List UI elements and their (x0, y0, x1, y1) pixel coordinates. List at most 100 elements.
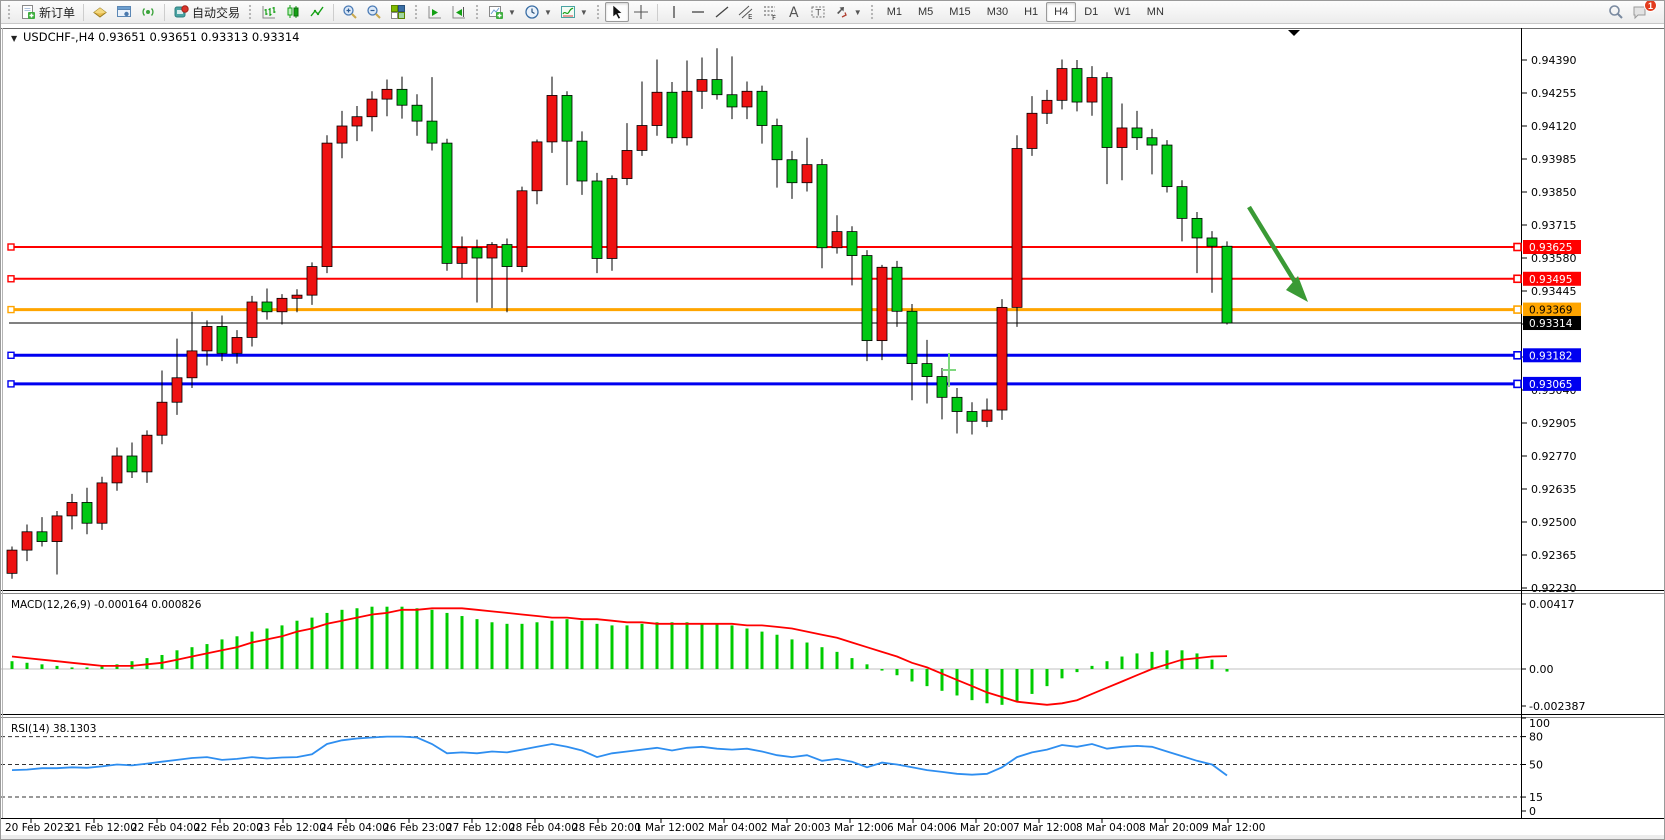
candle (906, 310, 918, 364)
arrows-button[interactable]: ▼ (830, 2, 866, 22)
macd-bar (625, 625, 629, 669)
crosshair-button[interactable] (629, 2, 653, 22)
macd-bar (310, 617, 314, 669)
tile-windows-icon (391, 5, 406, 19)
macd-bar (805, 642, 809, 669)
zoom-out-button[interactable] (362, 2, 386, 22)
text-button[interactable]: A (782, 2, 806, 22)
line-handle[interactable] (7, 305, 15, 314)
macd-bar (220, 639, 224, 669)
tab-timeframe-h4[interactable]: H4 (1046, 2, 1077, 22)
candle (471, 247, 483, 259)
toolbar-grip[interactable] (248, 4, 254, 20)
candle (876, 266, 888, 342)
candle (156, 401, 168, 436)
toolbar-grip[interactable] (475, 4, 481, 20)
toolbar-separator (656, 3, 658, 21)
chart-shift-marker[interactable] (1288, 30, 1300, 36)
candle (231, 337, 243, 354)
entry-plus-marker[interactable] (942, 353, 956, 387)
trendline-button[interactable] (710, 2, 734, 22)
candle (201, 326, 213, 352)
macd-bar (1135, 653, 1139, 669)
toolbar-grip[interactable] (414, 4, 420, 20)
candle (6, 549, 18, 574)
notifications-button[interactable]: 1 (1628, 1, 1657, 22)
new-order-button[interactable]: 新订单 (16, 2, 79, 22)
candle (96, 482, 108, 524)
macd-bar (1045, 669, 1049, 687)
tile-windows-button[interactable] (386, 2, 410, 22)
indicators-button[interactable]: ▼ (556, 2, 592, 22)
horizontal-line-button[interactable] (686, 2, 710, 22)
toolbar-grip[interactable] (869, 4, 875, 20)
macd-bar (580, 620, 584, 669)
macd-bar (25, 662, 29, 669)
text-label-icon: T (811, 6, 825, 19)
line-chart-button[interactable] (305, 2, 329, 22)
cursor-button[interactable] (604, 2, 629, 22)
zoom-in-button[interactable] (338, 2, 362, 22)
time-tick-label: 22 Feb 04:00 (131, 822, 200, 834)
market-watch-button[interactable] (112, 2, 136, 22)
search-button[interactable] (1604, 2, 1628, 22)
candle (396, 88, 408, 106)
macd-bar (955, 669, 959, 696)
line-handle[interactable] (7, 351, 15, 359)
line-chart-icon (310, 6, 324, 17)
tab-timeframe-m1[interactable]: M1 (886, 6, 902, 18)
fibonacci-button[interactable]: F (758, 2, 782, 22)
history-center-button[interactable] (88, 2, 112, 22)
tab-timeframe-mn[interactable]: MN (1146, 6, 1164, 18)
rsi-tick-label: 0 (1529, 805, 1536, 818)
candle (981, 409, 993, 422)
price-tick-label: 0.94390 (1531, 54, 1577, 67)
time-tick-label: 6 Mar 20:00 (950, 822, 1013, 834)
tab-timeframe-m5[interactable]: M5 (918, 6, 934, 18)
candle (276, 297, 288, 313)
candle (801, 164, 813, 184)
candle (546, 95, 558, 143)
candlestick-chart-icon (287, 5, 299, 18)
signals-button[interactable] (136, 2, 160, 22)
macd-axis[interactable]: 0.00417 0.00 -0.002387 (1521, 598, 1585, 713)
macd-bar (865, 664, 869, 669)
period-button[interactable]: ▼ (520, 2, 556, 22)
price-chart-svg[interactable]: ▼ USDCHF-,H4 0.93651 0.93651 0.93313 0.93… (1, 24, 1665, 840)
macd-bar (100, 665, 104, 669)
macd-bar (1060, 669, 1064, 679)
tab-timeframe-w1[interactable]: W1 (1114, 6, 1131, 18)
toolbar-grip[interactable] (595, 4, 601, 20)
svg-text:0.93495: 0.93495 (1529, 274, 1572, 286)
tab-timeframe-h1[interactable]: H1 (1024, 6, 1039, 18)
line-handle[interactable] (7, 243, 15, 251)
auto-scroll-button[interactable] (423, 2, 447, 22)
macd-bar (670, 622, 674, 669)
text-icon: A (789, 5, 799, 20)
channel-button[interactable]: E (734, 2, 758, 22)
new-chart-button[interactable]: ▼ (484, 2, 520, 22)
candle (531, 141, 543, 192)
macd-bar (1150, 651, 1154, 669)
chart-shift-button[interactable] (447, 2, 471, 22)
line-handle[interactable] (7, 275, 15, 283)
bar-chart-button[interactable] (257, 2, 281, 22)
text-label-button[interactable]: T (806, 2, 830, 22)
candle (1026, 112, 1038, 149)
new-order-icon (22, 5, 35, 19)
tab-timeframe-d1[interactable]: D1 (1084, 6, 1099, 18)
tab-timeframe-m30[interactable]: M30 (986, 6, 1009, 18)
vertical-line-button[interactable] (662, 2, 686, 22)
candlestick-chart-button[interactable] (281, 2, 305, 22)
tab-timeframe-m15[interactable]: M15 (949, 6, 971, 18)
candle (21, 531, 33, 551)
chart-window[interactable]: ▼ USDCHF-,H4 0.93651 0.93651 0.93313 0.93… (1, 24, 1665, 840)
autotrade-button[interactable]: 自动交易 (169, 2, 244, 22)
line-handle[interactable] (7, 380, 15, 388)
toolbar-grip[interactable] (7, 4, 12, 20)
candle (366, 98, 378, 118)
trend-arrow-annotation[interactable] (1247, 205, 1308, 302)
